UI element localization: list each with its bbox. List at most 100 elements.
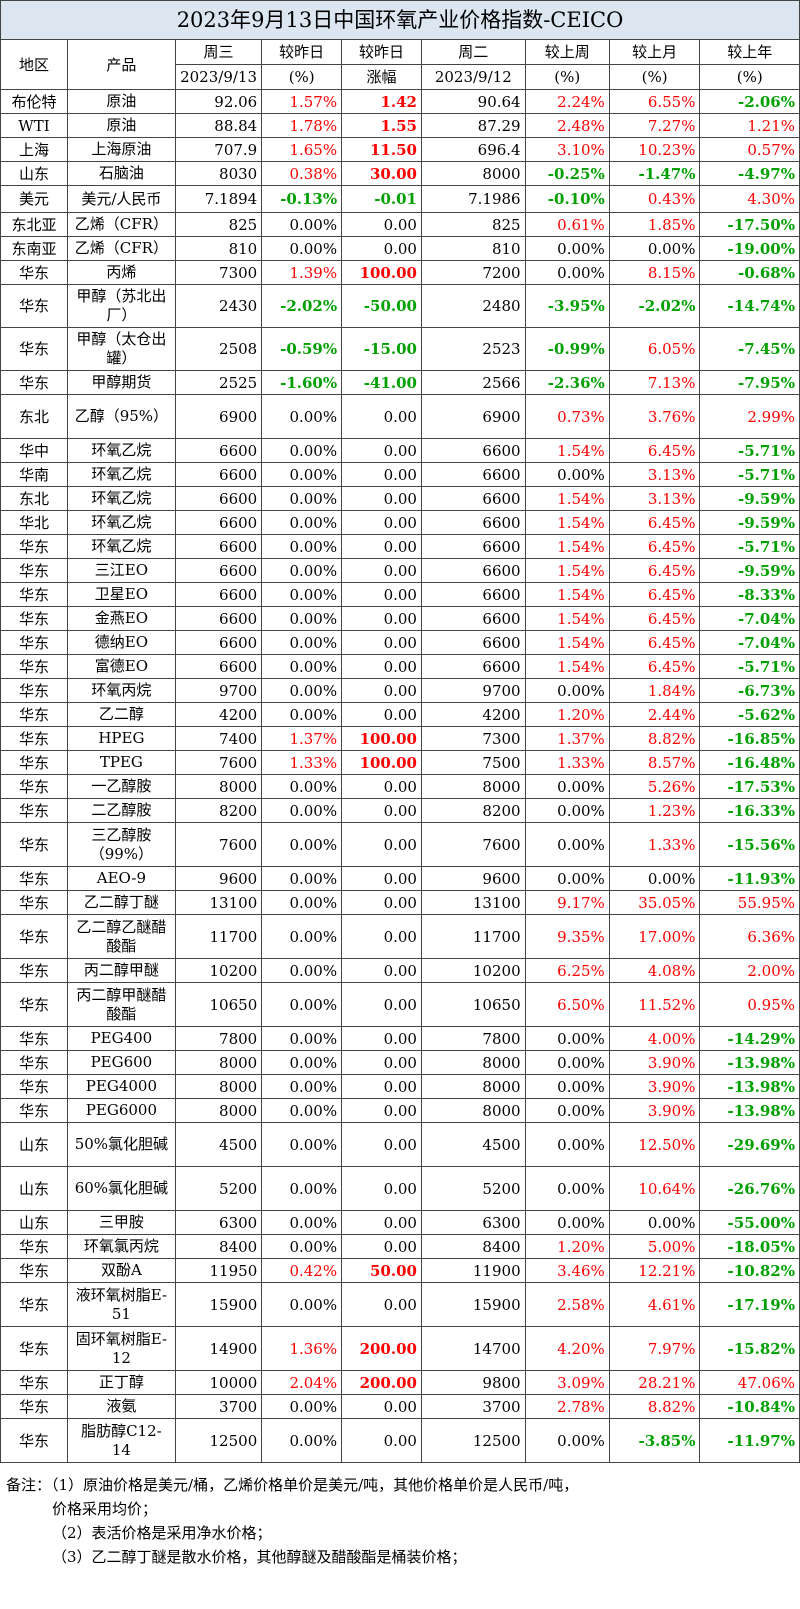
row-year-pct: -11.93% [699, 866, 800, 891]
row-year-pct: -16.85% [699, 726, 800, 751]
row-region: 华东 [0, 1074, 68, 1099]
table-row: 华东 AEO-9 9600 0.00% 0.00 9600 0.00% 0.00% -11.93… [0, 866, 800, 891]
row-region: 华东 [0, 726, 68, 751]
row-prev-price: 90.64 [420, 89, 526, 114]
row-today-price: 6600 [174, 654, 263, 679]
row-month-pct: 5.26% [608, 774, 701, 799]
row-change-pct: 1.36% [261, 1326, 343, 1371]
row-month-pct: 8.82% [608, 1394, 701, 1419]
row-product: 甲醇期货 [66, 370, 176, 395]
row-region: 华东 [0, 1234, 68, 1259]
row-product: 甲醇（太仓出罐） [66, 327, 176, 371]
row-prev-price: 6300 [420, 1210, 526, 1235]
table-row: 华东 乙二醇乙醚醋酸酯 11700 0.00% 0.00 11700 9.35% 17.00%… [0, 914, 800, 959]
row-year-pct: 4.30% [699, 185, 800, 213]
row-week-pct: 0.00% [524, 1074, 610, 1099]
row-region: 华东 [0, 678, 68, 703]
row-year-pct: 1.21% [699, 113, 800, 138]
row-month-pct: 3.90% [608, 1074, 701, 1099]
row-year-pct: -15.82% [699, 1326, 800, 1371]
row-product: 环氧乙烷 [66, 486, 176, 511]
row-change-abs: 0.00 [341, 558, 422, 583]
row-week-pct: -3.95% [524, 284, 610, 328]
row-change-abs: 0.00 [341, 890, 422, 915]
row-region: 上海 [0, 137, 68, 162]
row-change-pct: 0.00% [261, 582, 343, 607]
row-prev-price: 6600 [420, 630, 526, 655]
table-row: 东北 乙醇（95%） 6900 0.00% 0.00 6900 0.73% 3.76% 2.99… [0, 394, 800, 439]
row-change-abs: 0.00 [341, 1394, 422, 1419]
row-region: 华东 [0, 606, 68, 631]
row-month-pct: 10.23% [608, 137, 701, 162]
row-week-pct: 1.33% [524, 750, 610, 775]
row-today-price: 10200 [174, 958, 263, 983]
row-change-abs: 0.00 [341, 914, 422, 959]
row-week-pct: 1.54% [524, 486, 610, 511]
row-product: 液环氧树脂E-51 [66, 1282, 176, 1327]
row-year-pct: -9.59% [699, 558, 800, 583]
row-month-pct: 1.33% [608, 822, 701, 867]
row-change-pct: 0.00% [261, 914, 343, 959]
row-region: 华东 [0, 1050, 68, 1075]
table-row: 美元 美元/人民币 7.1894 -0.13% -0.01 7.1986 -0.10% 0.4… [0, 185, 800, 213]
table-row: 华东 PEG6000 8000 0.00% 0.00 8000 0.00% 3.90% -13.… [0, 1098, 800, 1123]
row-prev-price: 7.1986 [420, 185, 526, 213]
row-change-abs: -50.00 [341, 284, 422, 328]
row-change-pct: 0.00% [261, 1050, 343, 1075]
row-prev-price: 15900 [420, 1282, 526, 1327]
row-month-pct: 12.50% [608, 1122, 701, 1167]
row-today-price: 15900 [174, 1282, 263, 1327]
row-week-pct: -0.10% [524, 185, 610, 213]
row-week-pct: 0.00% [524, 1122, 610, 1167]
row-week-pct: 3.10% [524, 137, 610, 162]
row-change-abs: 0.00 [341, 654, 422, 679]
row-change-pct: 0.00% [261, 558, 343, 583]
row-region: 华东 [0, 1282, 68, 1327]
row-week-pct: 2.48% [524, 113, 610, 138]
row-prev-price: 810 [420, 236, 526, 261]
row-change-abs: 0.00 [341, 534, 422, 559]
row-change-abs: 200.00 [341, 1326, 422, 1371]
row-product: 乙烯（CFR） [66, 212, 176, 237]
row-product: 环氧乙烷 [66, 462, 176, 487]
row-change-pct: 0.00% [261, 1098, 343, 1123]
row-week-pct: 0.61% [524, 212, 610, 237]
row-region: 华东 [0, 1258, 68, 1283]
header-chg-pct-unit: (%) [261, 64, 343, 90]
row-today-price: 7800 [174, 1026, 263, 1051]
table-row: 东北 环氧乙烷 6600 0.00% 0.00 6600 1.54% 3.13% -9.59% [0, 486, 800, 511]
row-month-pct: -2.02% [608, 284, 701, 328]
row-month-pct: 6.45% [608, 558, 701, 583]
table-row: 华东 三乙醇胺（99%） 7600 0.00% 0.00 7600 0.00% 1.33% -1… [0, 822, 800, 867]
row-region: 东北亚 [0, 212, 68, 237]
row-change-abs: 0.00 [341, 1282, 422, 1327]
row-prev-price: 11700 [420, 914, 526, 959]
row-year-pct: -29.69% [699, 1122, 800, 1167]
row-change-pct: 1.78% [261, 113, 343, 138]
table-row: 华南 环氧乙烷 6600 0.00% 0.00 6600 0.00% 3.13% -5.71% [0, 462, 800, 487]
row-region: 东北 [0, 486, 68, 511]
row-year-pct: -16.33% [699, 798, 800, 823]
row-year-pct: -8.33% [699, 582, 800, 607]
row-month-pct: 6.05% [608, 327, 701, 371]
row-today-price: 92.06 [174, 89, 263, 114]
row-month-pct: 1.23% [608, 798, 701, 823]
row-prev-price: 6600 [420, 558, 526, 583]
row-year-pct: -4.97% [699, 161, 800, 186]
row-today-price: 9700 [174, 678, 263, 703]
row-change-pct: 0.42% [261, 1258, 343, 1283]
row-product: PEG4000 [66, 1074, 176, 1099]
row-change-pct: 0.00% [261, 212, 343, 237]
row-product: 正丁醇 [66, 1370, 176, 1395]
row-region: 华东 [0, 774, 68, 799]
row-month-pct: 4.61% [608, 1282, 701, 1327]
row-week-pct: 0.00% [524, 1418, 610, 1463]
row-change-pct: 0.00% [261, 534, 343, 559]
header-region: 地区 [0, 39, 68, 90]
row-change-abs: 0.00 [341, 1210, 422, 1235]
row-region: WTI [0, 113, 68, 138]
table-row: 华东 三江EO 6600 0.00% 0.00 6600 1.54% 6.45% -9.59% [0, 558, 800, 583]
row-change-pct: 2.04% [261, 1370, 343, 1395]
row-change-abs: 30.00 [341, 161, 422, 186]
